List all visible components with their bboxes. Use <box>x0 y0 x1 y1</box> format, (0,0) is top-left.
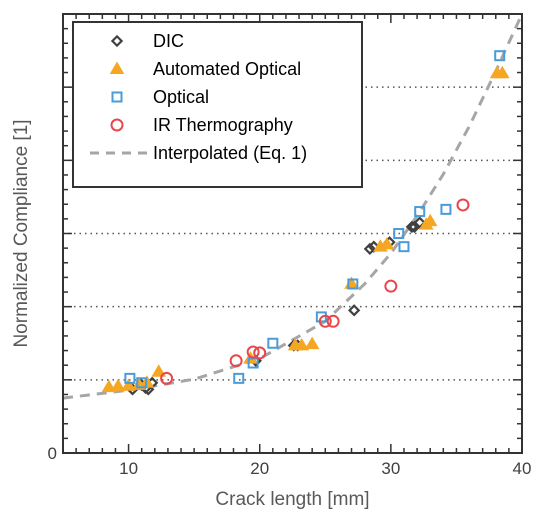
legend-label: Optical <box>153 87 209 107</box>
point-square <box>136 377 148 389</box>
point-circle <box>456 198 470 212</box>
point-circle <box>246 345 260 359</box>
legend-label: IR Thermography <box>153 115 293 135</box>
point-triangle <box>294 337 309 351</box>
point-square <box>414 206 426 218</box>
y-tick-label: 0 <box>48 444 57 463</box>
legend: DIC Automated Optical Optical IR Thermograp… <box>72 21 363 188</box>
point-circle <box>384 279 398 293</box>
point-diamond <box>405 220 418 234</box>
point-square <box>494 50 506 62</box>
point-circle <box>229 354 243 368</box>
x-tick-label: 20 <box>250 459 269 478</box>
point-triangle <box>101 379 117 393</box>
ticks: 10 20 30 40 0 <box>48 13 532 478</box>
point-circle <box>326 314 340 328</box>
point-triangle <box>121 378 136 391</box>
point-circle <box>253 346 267 360</box>
point-triangle <box>422 213 438 227</box>
point-triangle <box>110 378 126 392</box>
data-points <box>101 50 510 396</box>
x-tick-label: 30 <box>381 459 400 478</box>
x-tick-label: 10 <box>119 459 138 478</box>
point-triangle <box>379 236 395 250</box>
point-circle <box>318 314 332 328</box>
legend-marker-triangle <box>109 61 125 74</box>
point-square <box>347 278 359 290</box>
point-diamond <box>413 216 426 229</box>
point-triangle <box>151 364 167 377</box>
point-square <box>393 228 405 239</box>
y-axis-title: Normalized Compliance [1] <box>11 119 32 347</box>
x-axis-title: Crack length [mm] <box>215 489 369 510</box>
point-square <box>267 337 279 349</box>
legend-marker-circle <box>110 118 124 132</box>
legend-label: Automated Optical <box>153 59 301 79</box>
legend-label: DIC <box>153 31 184 51</box>
legend-marker-square <box>111 91 123 103</box>
x-tick-label: 40 <box>513 459 532 478</box>
point-triangle <box>304 336 320 350</box>
legend-box <box>72 21 363 188</box>
fit-line <box>62 13 524 400</box>
point-triangle <box>495 65 510 79</box>
point-circle <box>160 371 174 385</box>
point-diamond <box>347 304 361 317</box>
point-square <box>398 241 410 253</box>
point-square <box>315 311 327 323</box>
legend-marker-diamond <box>110 34 124 48</box>
fit-layer <box>62 13 524 400</box>
point-square <box>440 203 452 215</box>
point-square <box>124 372 136 384</box>
legend-label: Interpolated (Eq. 1) <box>153 143 307 163</box>
point-square <box>233 372 245 384</box>
point-diamond <box>363 242 377 256</box>
